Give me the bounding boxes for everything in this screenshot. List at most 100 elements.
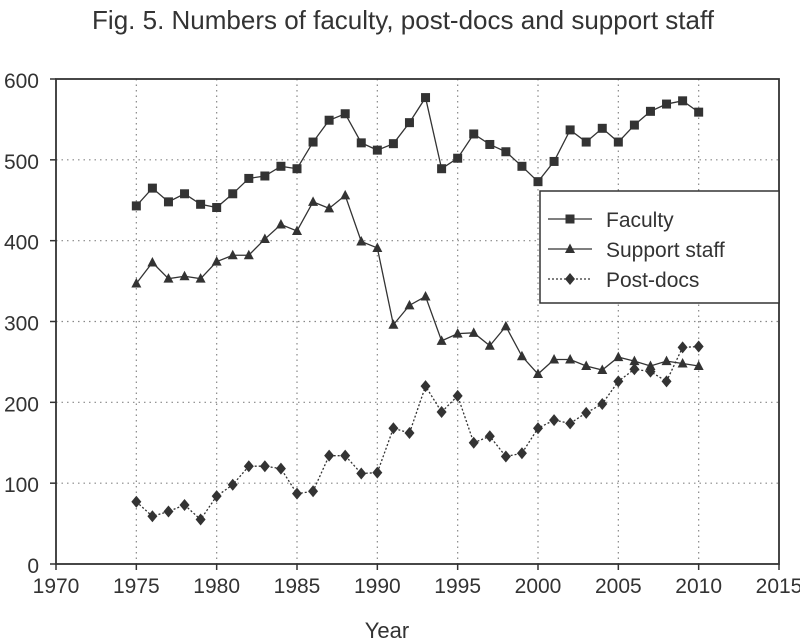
data-point-support-staff [549,353,560,364]
x-tick-label: 1980 [193,575,240,598]
series-post-docs [131,340,704,526]
data-point-post-docs [436,406,447,419]
data-point-post-docs [292,487,302,500]
data-point-post-docs [211,490,222,503]
data-point-faculty [404,118,414,128]
data-point-post-docs [468,436,479,449]
legend-marker-post-docs [565,273,575,285]
data-point-post-docs [372,466,383,479]
y-tick-label: 500 [4,151,39,174]
data-point-support-staff [565,353,576,364]
data-point-post-docs [147,510,158,523]
legend-entry-support-staff: Support staff [548,239,725,262]
y-tick-label: 100 [4,474,39,497]
data-point-post-docs [420,380,431,393]
data-point-support-staff [645,360,656,370]
data-point-faculty [549,156,559,166]
data-point-faculty [260,171,270,181]
data-point-faculty [613,137,623,147]
data-point-post-docs [227,478,238,491]
data-point-post-docs [549,414,560,427]
data-point-support-staff [163,273,174,283]
data-point-support-staff [484,340,495,350]
data-point-support-staff [516,350,527,361]
data-point-faculty [517,161,527,171]
data-point-post-docs [597,397,608,410]
data-point-post-docs [404,427,415,440]
data-point-post-docs [243,460,254,473]
data-point-post-docs [308,485,319,498]
data-point-support-staff [292,225,302,235]
series-support-staff [131,189,704,379]
chart-title: Fig. 5. Numbers of faculty, post-docs an… [92,5,715,35]
data-point-faculty [147,183,157,193]
data-point-faculty [388,139,398,149]
y-tick-label: 300 [4,313,39,336]
data-point-faculty [308,137,318,147]
data-point-faculty [645,106,655,116]
data-point-post-docs [629,363,640,376]
data-point-support-staff [613,351,624,362]
data-point-faculty [244,173,254,183]
data-point-support-staff [693,360,704,370]
data-point-post-docs [356,467,367,480]
data-point-faculty [276,161,286,171]
data-point-post-docs [484,430,495,443]
x-axis-label: Year [365,618,409,641]
data-point-post-docs [500,450,511,463]
data-point-faculty [501,147,511,157]
data-point-support-staff [211,256,222,266]
data-point-support-staff [275,219,286,229]
series-layer [131,93,704,526]
data-point-post-docs [661,375,672,388]
data-point-support-staff [259,233,270,244]
x-tick-label: 2015 [756,575,800,598]
data-point-support-staff [131,278,142,288]
data-point-post-docs [533,422,543,435]
data-point-post-docs [275,462,286,475]
data-point-post-docs [581,406,592,419]
legend: Faculty Support staff Post-docs [539,190,780,304]
data-point-faculty [678,96,688,106]
data-point-support-staff [227,249,238,260]
data-point-faculty [180,189,190,199]
data-point-post-docs [195,513,206,526]
data-point-support-staff [388,319,399,329]
data-point-post-docs [388,422,399,435]
data-point-faculty [485,139,495,149]
data-point-post-docs [693,340,704,353]
data-point-faculty [453,153,463,163]
data-point-faculty [421,93,431,103]
legend-label-faculty: Faculty [606,209,674,232]
data-point-faculty [629,120,639,130]
data-point-support-staff [356,235,367,246]
y-axis: 0 100 200 300 400 500 600 [4,70,56,578]
data-point-support-staff [629,355,640,366]
data-point-support-staff [324,202,335,213]
data-point-faculty [324,115,334,125]
data-point-faculty [292,164,302,174]
data-point-faculty [163,197,173,207]
data-point-support-staff [243,249,254,260]
x-tick-label: 1990 [354,575,401,598]
data-point-post-docs [259,460,270,473]
series-faculty [131,93,704,213]
data-point-support-staff [581,360,592,370]
x-tick-label: 1975 [113,575,160,598]
data-point-faculty [131,201,141,211]
data-point-support-staff [533,368,543,379]
data-point-faculty [196,199,206,209]
data-point-faculty [228,189,238,199]
data-point-post-docs [179,498,190,511]
data-point-support-staff [372,242,383,252]
data-point-support-staff [436,335,447,345]
data-point-faculty [565,125,575,135]
x-tick-label: 1970 [33,575,80,598]
data-point-support-staff [468,327,479,337]
data-point-post-docs [324,449,335,462]
data-point-faculty [469,129,479,139]
x-tick-label: 1995 [434,575,481,598]
data-point-post-docs [516,447,527,460]
data-point-faculty [597,123,607,133]
